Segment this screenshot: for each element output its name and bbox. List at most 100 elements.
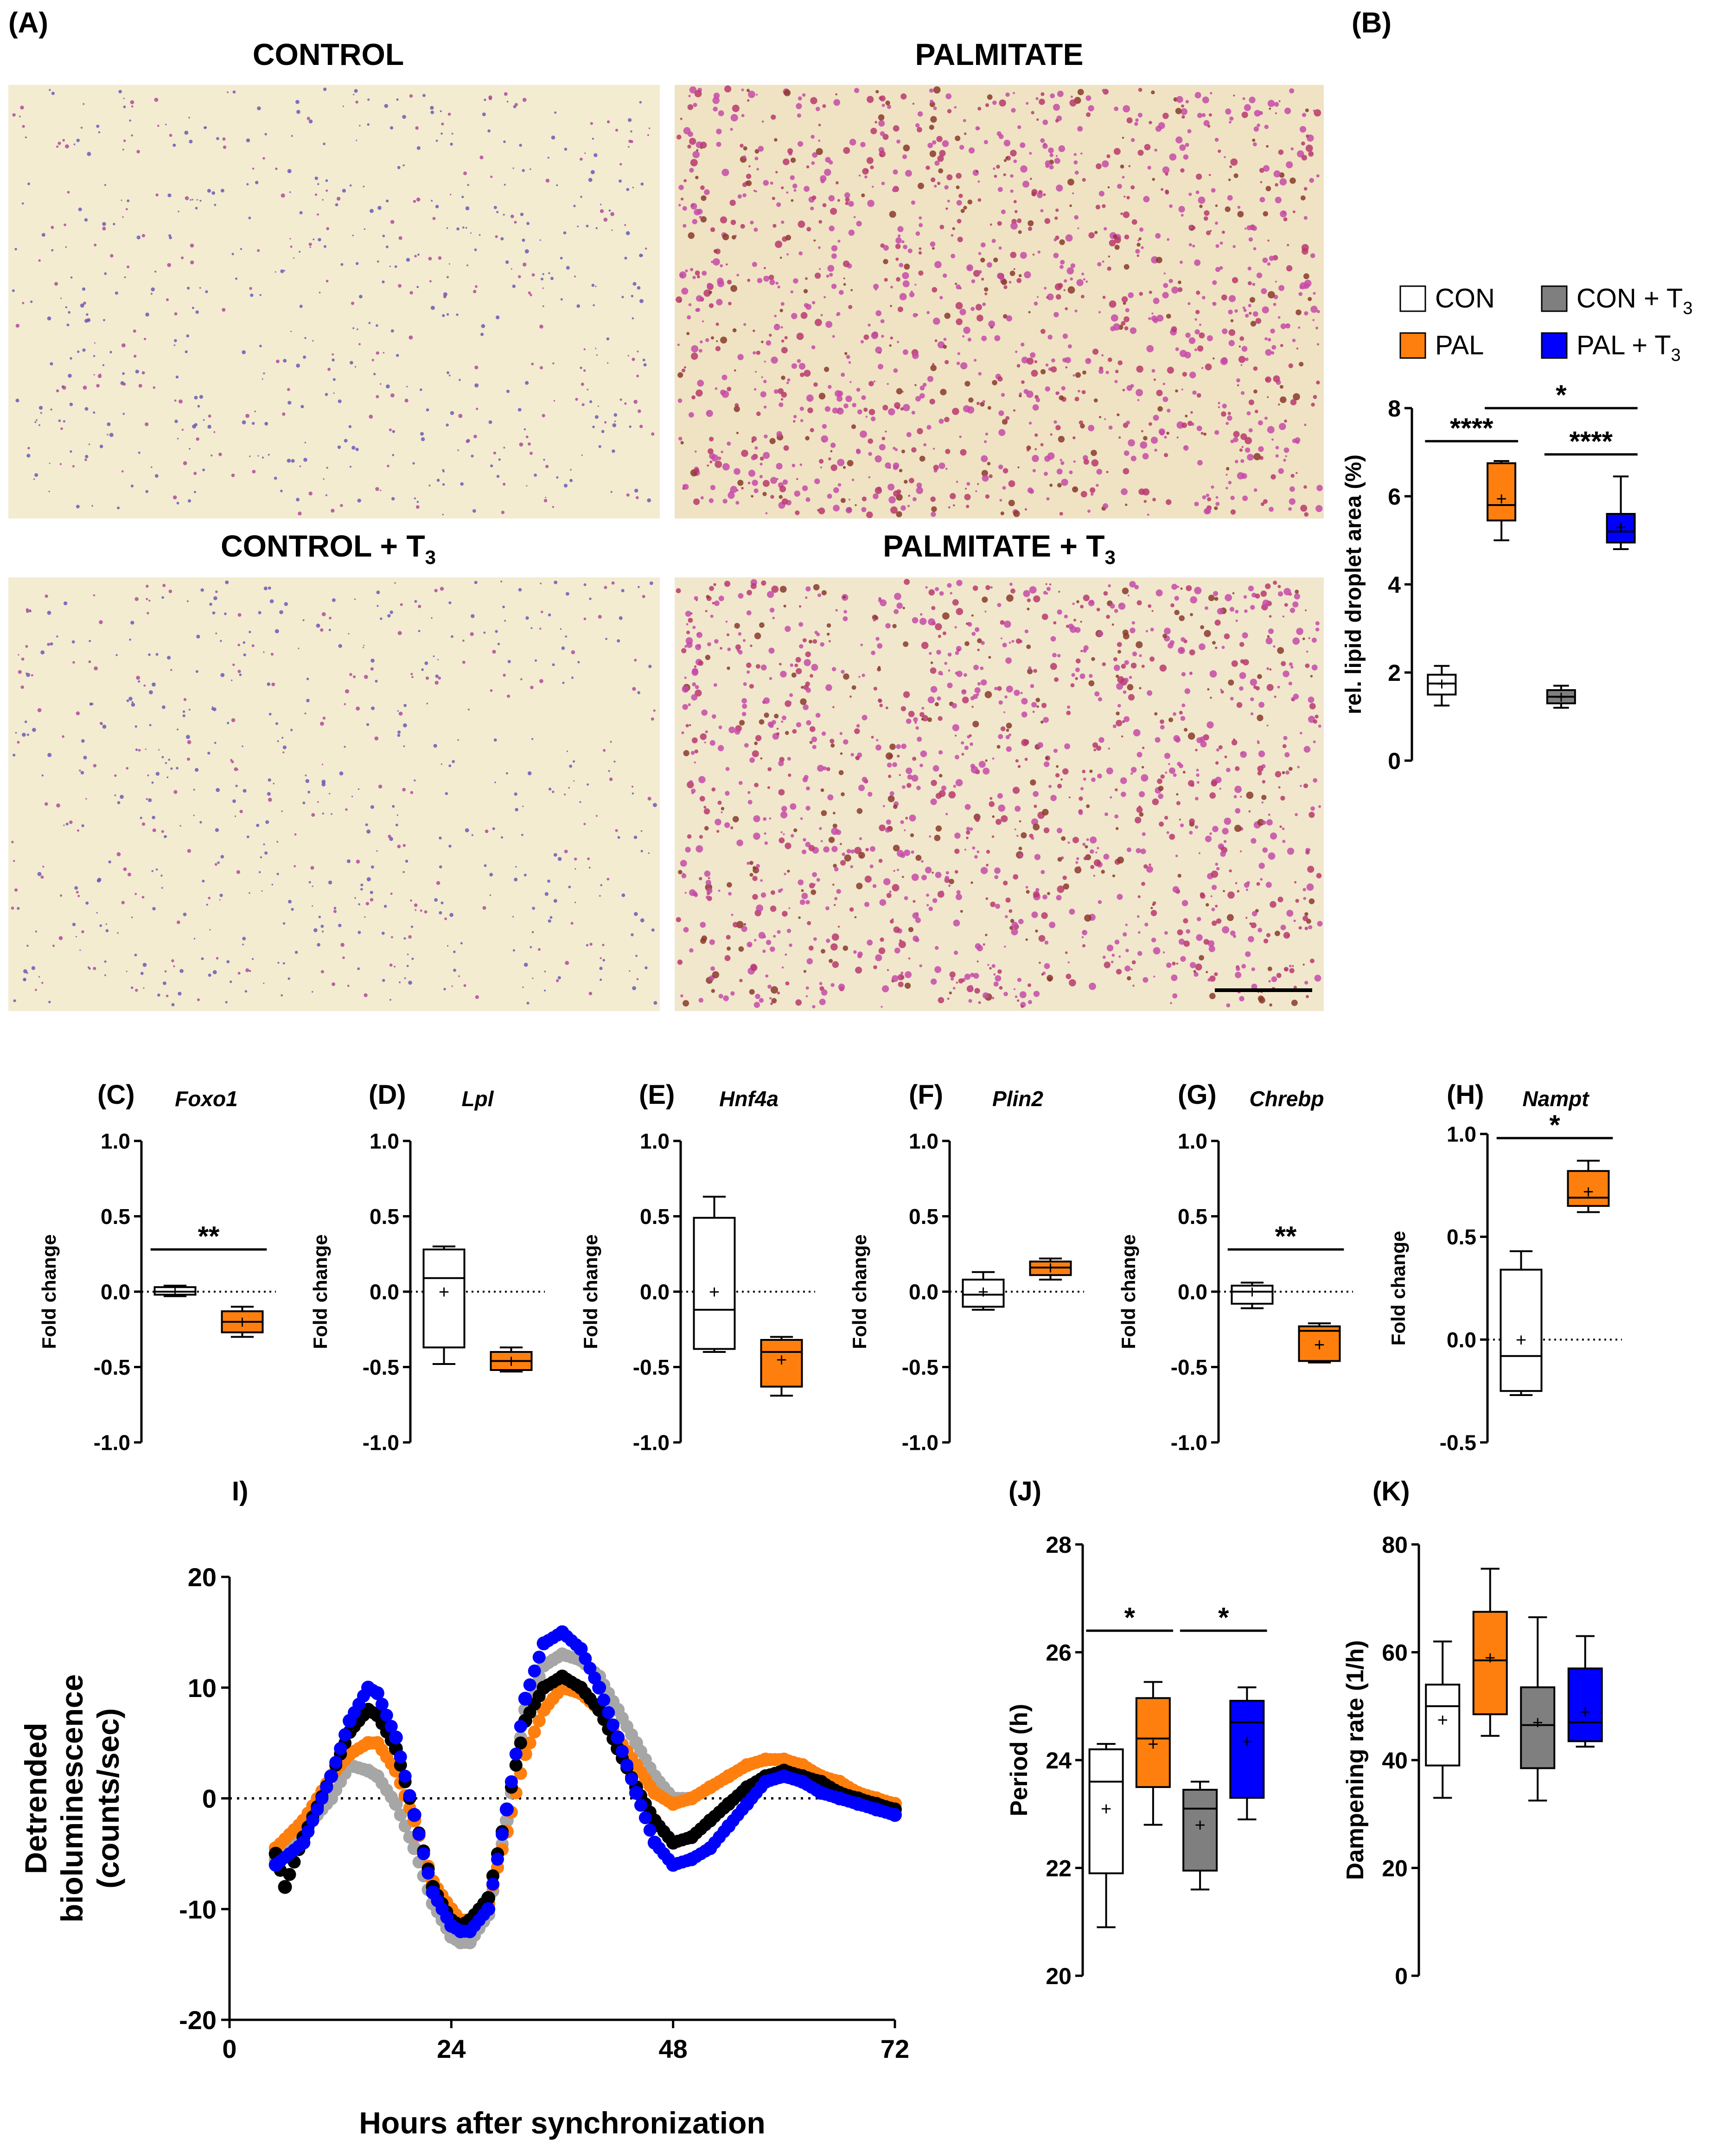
stain-dot	[843, 147, 850, 154]
stain-dot	[1216, 918, 1222, 924]
stain-dot	[1052, 653, 1057, 658]
stain-dot	[1086, 838, 1089, 841]
stain-dot	[1253, 366, 1258, 371]
stain-dot	[434, 898, 438, 902]
stain-dot	[1137, 399, 1140, 401]
stain-dot	[747, 670, 750, 674]
stain-dot	[366, 723, 370, 726]
stain-dot	[1269, 108, 1271, 110]
stain-dot	[638, 409, 641, 413]
stain-dot	[325, 393, 328, 396]
stain-dot	[606, 337, 610, 340]
stain-dot	[147, 612, 149, 615]
stain-dot	[273, 782, 274, 785]
stain-dot	[1307, 865, 1315, 873]
stain-dot	[96, 384, 100, 388]
stain-dot	[976, 170, 978, 173]
stain-dot	[906, 432, 912, 437]
stain-dot	[187, 499, 191, 503]
stain-dot	[843, 404, 849, 409]
stain-dot	[1153, 318, 1158, 323]
stain-dot	[530, 294, 532, 296]
stain-dot	[789, 943, 792, 947]
stain-dot	[212, 970, 217, 974]
stain-dot	[759, 719, 765, 725]
stain-dot	[312, 340, 314, 342]
stain-dot	[607, 362, 609, 364]
stain-dot	[410, 791, 414, 794]
stain-dot	[842, 260, 850, 267]
stain-dot	[893, 490, 900, 497]
stain-dot	[763, 452, 770, 459]
stain-dot	[973, 973, 979, 979]
stain-dot	[1033, 991, 1040, 997]
stain-dot	[1269, 1003, 1272, 1007]
stain-dot	[1009, 583, 1013, 586]
stain-dot	[1224, 156, 1226, 158]
stain-dot	[710, 485, 715, 490]
stain-dot	[1043, 193, 1046, 196]
stain-dot	[705, 338, 709, 342]
stain-dot	[1235, 460, 1238, 463]
stain-dot	[799, 463, 803, 466]
stain-dot	[1085, 280, 1088, 283]
y-tick-label: 0	[202, 1784, 217, 1813]
stain-dot	[1262, 599, 1270, 607]
stain-dot	[1121, 791, 1126, 797]
stain-dot	[1039, 961, 1041, 964]
stain-dot	[856, 221, 862, 227]
stain-dot	[1255, 410, 1258, 413]
stain-dot	[810, 206, 814, 211]
stain-dot	[842, 945, 849, 951]
stain-dot	[975, 490, 977, 493]
stain-dot	[327, 367, 331, 371]
stain-dot	[364, 993, 368, 998]
stain-dot	[971, 614, 974, 617]
stain-dot	[89, 443, 90, 445]
stain-dot	[770, 495, 774, 499]
stain-dot	[93, 411, 96, 414]
stain-dot	[931, 978, 937, 985]
stain-dot	[338, 399, 342, 404]
stain-dot	[758, 146, 764, 152]
stain-dot	[1206, 231, 1211, 236]
stain-dot	[1074, 215, 1079, 220]
stain-dot	[759, 475, 763, 479]
stain-dot	[1283, 967, 1289, 972]
stain-dot	[314, 193, 318, 196]
stain-dot	[804, 186, 810, 192]
stain-dot	[18, 654, 19, 656]
stain-dot	[1040, 138, 1045, 143]
stain-dot	[476, 408, 479, 410]
stain-dot	[930, 667, 937, 674]
stain-dot	[964, 132, 967, 135]
stain-dot	[1184, 688, 1190, 694]
stain-dot	[763, 405, 767, 409]
stain-dot	[320, 722, 324, 726]
stain-dot	[706, 888, 713, 894]
stain-dot	[777, 930, 781, 934]
stain-dot	[789, 701, 792, 704]
stain-dot	[796, 668, 802, 674]
stain-dot	[402, 788, 406, 792]
stain-dot	[539, 324, 543, 329]
stain-dot	[952, 599, 959, 606]
stain-dot	[633, 399, 638, 404]
stain-dot	[707, 642, 711, 647]
stain-dot	[26, 610, 29, 613]
stain-dot	[1117, 894, 1123, 900]
stain-dot	[894, 609, 899, 615]
stain-dot	[166, 298, 169, 301]
stain-dot	[155, 868, 158, 871]
stain-dot	[854, 88, 860, 93]
stain-dot	[953, 986, 956, 990]
stain-dot	[998, 464, 1003, 469]
stain-dot	[941, 785, 947, 791]
stain-dot	[1207, 124, 1211, 128]
stain-dot	[302, 801, 306, 805]
stain-dot	[290, 331, 292, 333]
stain-dot	[447, 371, 449, 374]
stain-dot	[123, 139, 126, 142]
stain-dot	[720, 264, 723, 268]
stain-dot	[1081, 295, 1085, 299]
